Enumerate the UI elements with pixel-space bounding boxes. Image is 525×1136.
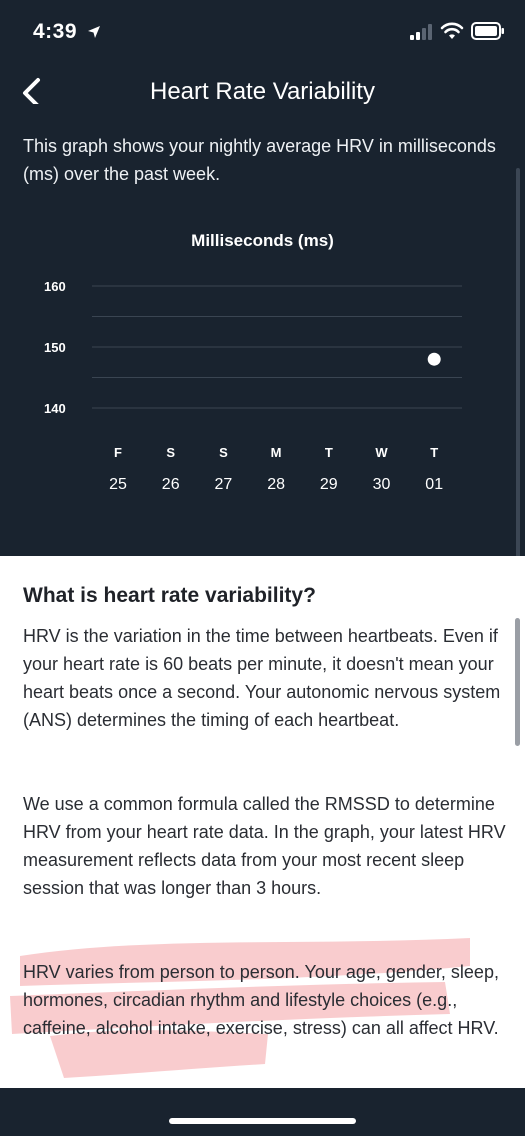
y-tick-label: 150 xyxy=(44,340,66,355)
chart-title: Milliseconds (ms) xyxy=(191,231,334,250)
x-day-number: 27 xyxy=(215,476,233,493)
x-day-letter: T xyxy=(325,445,333,460)
battery-icon xyxy=(471,22,504,40)
x-day-letter: W xyxy=(375,445,388,460)
x-day-letter: T xyxy=(430,445,438,460)
status-time: 4:39 xyxy=(33,20,101,44)
highlight-marker xyxy=(10,938,470,1078)
x-day-number: 29 xyxy=(320,476,338,493)
paragraph-3: HRV varies from person to person. Your a… xyxy=(23,962,499,1038)
chart-svg: 160 150 140 F 25 S 26 S 27 M 28 T 29 W 30 T 01 xyxy=(44,279,462,493)
scrollbar-thumb[interactable] xyxy=(515,618,520,746)
intro-text: This graph shows your nightly average HR… xyxy=(23,136,496,184)
wifi-icon xyxy=(440,22,464,39)
bottom-bar xyxy=(0,1088,525,1136)
y-tick-label: 140 xyxy=(44,401,66,416)
x-day-number: 28 xyxy=(267,476,285,493)
x-day-letter: M xyxy=(271,445,282,460)
x-day-letter: S xyxy=(219,445,228,460)
cellular-signal-icon xyxy=(410,24,432,40)
scroll-track xyxy=(516,168,520,748)
x-day-letter: S xyxy=(166,445,175,460)
section-heading: What is heart rate variability? xyxy=(23,584,316,607)
x-day-number: 01 xyxy=(425,476,443,493)
y-tick-label: 160 xyxy=(44,279,66,294)
paragraph-2: We use a common formula called the RMSSD… xyxy=(23,794,506,898)
paragraph-1: HRV is the variation in the time between… xyxy=(23,626,501,730)
status-bar: 4:39 xyxy=(0,0,525,64)
header: Heart Rate Variability xyxy=(0,64,525,120)
x-day-number: 25 xyxy=(109,476,127,493)
page-title: Heart Rate Variability xyxy=(150,78,375,105)
home-indicator[interactable] xyxy=(169,1118,356,1124)
status-time-text: 4:39 xyxy=(33,20,78,43)
data-point[interactable] xyxy=(427,352,441,366)
x-day-number: 30 xyxy=(373,476,391,493)
chevron-left-icon[interactable] xyxy=(18,76,48,110)
x-day-number: 26 xyxy=(162,476,180,493)
header-scroll-mask xyxy=(0,104,525,118)
hrv-chart: Milliseconds (ms) 160 150 140 F 25 S 26 S 27 M 28 T… xyxy=(0,180,525,520)
location-arrow-icon xyxy=(88,26,101,39)
x-day-letter: F xyxy=(114,445,122,460)
info-section: What is heart rate variability? HRV is t… xyxy=(0,556,525,1088)
